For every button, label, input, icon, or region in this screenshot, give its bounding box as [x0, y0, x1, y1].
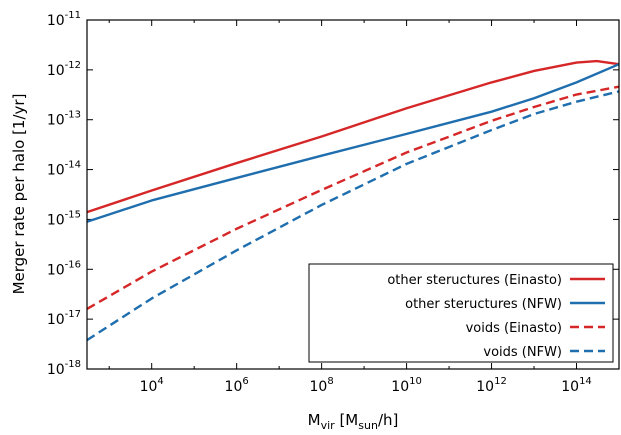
- x-tick-label: 1010: [391, 376, 422, 395]
- y-tick-label: 10-13: [47, 110, 81, 129]
- x-tick-label: 108: [310, 376, 334, 395]
- x-tick-labels: 104 106 108 1010 1012 1014: [140, 376, 592, 395]
- legend-entries: other steructures (Einasto) other steruct…: [387, 273, 605, 360]
- series-line-2: [86, 63, 620, 223]
- y-tick-label: 10-11: [47, 10, 81, 29]
- legend-label: other steructures (NFW): [405, 297, 562, 312]
- series-group: [86, 59, 620, 342]
- x-axis-label: Mvir [Msun/h]: [308, 411, 399, 432]
- x-tick-label: 1012: [476, 376, 507, 395]
- y-tick-label: 10-17: [47, 309, 81, 328]
- x-tick-label: 104: [140, 376, 164, 395]
- legend-label: voids (Einasto): [466, 321, 562, 336]
- y-tick-label: 10-16: [47, 259, 81, 278]
- y-axis-label: Merger rate per halo [1/yr]: [10, 94, 28, 295]
- y-tick-label: 10-12: [47, 60, 81, 79]
- series-line-3: [86, 85, 620, 311]
- x-tick-label: 106: [225, 376, 249, 395]
- legend: other steructures (Einasto) other steruct…: [308, 263, 614, 363]
- y-tick-label: 10-15: [47, 209, 81, 228]
- legend-label: other steructures (Einasto): [387, 273, 562, 288]
- series-line-4: [86, 90, 620, 342]
- legend-box: [308, 263, 614, 363]
- x-tick-label: 1014: [561, 376, 592, 395]
- series-line-1: [86, 59, 620, 214]
- legend-label: voids (NFW): [483, 345, 562, 360]
- y-tick-label: 10-14: [47, 160, 81, 179]
- tick-marks: [87, 19, 620, 370]
- plot-frame: [86, 19, 620, 370]
- y-tick-label: 10-18: [47, 359, 81, 378]
- y-tick-labels: 10-18 10-17 10-16 10-15 10-14 10-13 10-12 10-11: [47, 10, 81, 378]
